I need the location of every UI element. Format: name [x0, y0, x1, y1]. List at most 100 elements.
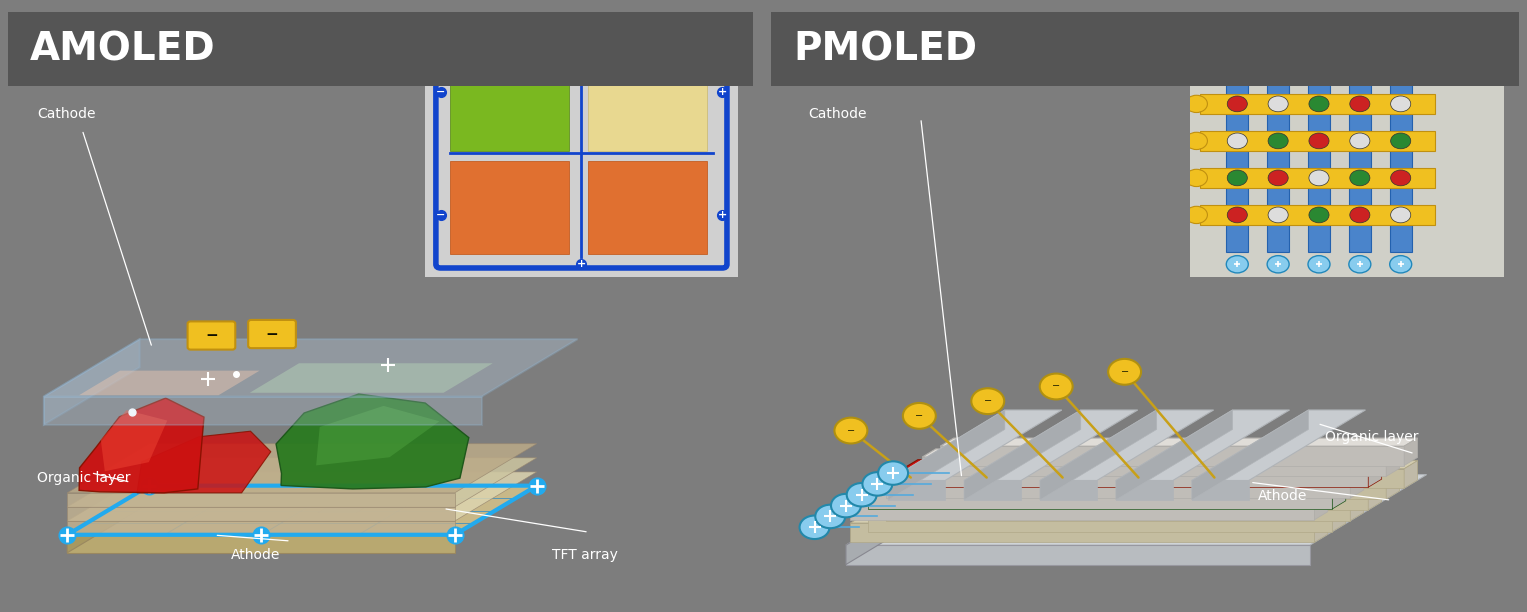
Polygon shape: [889, 480, 945, 500]
Circle shape: [971, 388, 1005, 414]
Polygon shape: [869, 490, 1332, 509]
Polygon shape: [851, 515, 1328, 523]
Text: −: −: [205, 328, 218, 343]
Polygon shape: [357, 496, 405, 501]
Polygon shape: [1332, 504, 1345, 532]
Polygon shape: [886, 493, 1364, 501]
Polygon shape: [67, 486, 536, 535]
Polygon shape: [922, 449, 1400, 457]
Polygon shape: [964, 480, 1022, 500]
Polygon shape: [1350, 493, 1364, 521]
Circle shape: [834, 417, 867, 444]
Polygon shape: [941, 438, 1417, 446]
FancyBboxPatch shape: [8, 12, 753, 86]
Polygon shape: [250, 364, 493, 393]
Polygon shape: [1368, 460, 1382, 487]
Polygon shape: [886, 501, 1350, 521]
Polygon shape: [941, 469, 1405, 488]
Polygon shape: [869, 512, 1332, 532]
Polygon shape: [67, 444, 536, 493]
Polygon shape: [1191, 410, 1365, 480]
Polygon shape: [1315, 492, 1328, 520]
FancyBboxPatch shape: [249, 320, 296, 348]
Polygon shape: [276, 394, 469, 489]
Polygon shape: [904, 490, 1368, 510]
Text: PMOLED: PMOLED: [794, 30, 977, 69]
Polygon shape: [67, 472, 536, 521]
Polygon shape: [1191, 480, 1249, 500]
Polygon shape: [365, 503, 411, 508]
Polygon shape: [1040, 410, 1214, 480]
Polygon shape: [889, 410, 1005, 500]
Text: Cathode: Cathode: [38, 107, 96, 121]
Polygon shape: [137, 431, 270, 493]
Polygon shape: [1116, 480, 1173, 500]
Polygon shape: [922, 457, 1387, 476]
Polygon shape: [1116, 410, 1232, 500]
Polygon shape: [904, 460, 1382, 468]
Circle shape: [846, 483, 876, 507]
Polygon shape: [67, 458, 536, 507]
Polygon shape: [922, 480, 1387, 499]
Text: −: −: [983, 396, 993, 406]
Polygon shape: [44, 339, 577, 397]
Circle shape: [902, 403, 936, 429]
Polygon shape: [101, 410, 168, 471]
Polygon shape: [904, 482, 1382, 490]
Polygon shape: [318, 508, 365, 513]
Polygon shape: [922, 471, 1400, 480]
Polygon shape: [964, 410, 1138, 480]
Polygon shape: [1191, 410, 1309, 500]
Text: TFT array: TFT array: [551, 548, 617, 562]
Polygon shape: [846, 475, 1426, 545]
Polygon shape: [1387, 471, 1400, 499]
Polygon shape: [851, 492, 1328, 501]
Polygon shape: [316, 406, 440, 465]
Polygon shape: [1368, 482, 1382, 510]
Polygon shape: [869, 504, 1345, 512]
Circle shape: [1040, 373, 1072, 400]
Circle shape: [878, 461, 909, 485]
Text: Organic layer: Organic layer: [1325, 430, 1419, 444]
Text: AMOLED: AMOLED: [31, 30, 215, 69]
Polygon shape: [846, 545, 1310, 564]
Text: −: −: [915, 411, 924, 421]
Polygon shape: [79, 398, 205, 493]
Polygon shape: [886, 479, 1350, 498]
Text: Athode: Athode: [1258, 489, 1307, 503]
Polygon shape: [1116, 410, 1289, 480]
Text: −: −: [1121, 367, 1128, 377]
Polygon shape: [1332, 482, 1345, 509]
Circle shape: [800, 515, 829, 539]
Text: Cathode: Cathode: [809, 107, 867, 121]
Polygon shape: [44, 397, 481, 425]
Circle shape: [1109, 359, 1141, 385]
Text: Organic layer: Organic layer: [38, 471, 131, 485]
Polygon shape: [889, 410, 1061, 480]
Polygon shape: [67, 486, 150, 553]
Polygon shape: [1405, 461, 1417, 488]
Text: −: −: [266, 327, 278, 341]
Text: Athode: Athode: [231, 548, 281, 562]
Polygon shape: [851, 501, 1315, 520]
Polygon shape: [1040, 480, 1096, 500]
Polygon shape: [67, 521, 455, 535]
Polygon shape: [67, 535, 455, 553]
Polygon shape: [941, 461, 1417, 469]
Polygon shape: [964, 410, 1081, 500]
Polygon shape: [1315, 515, 1328, 542]
Polygon shape: [1040, 410, 1156, 500]
Polygon shape: [79, 371, 260, 395]
Text: −: −: [847, 425, 855, 436]
Polygon shape: [44, 339, 139, 425]
FancyBboxPatch shape: [771, 12, 1519, 86]
Polygon shape: [904, 468, 1368, 487]
Text: −: −: [1052, 381, 1060, 392]
Polygon shape: [941, 446, 1405, 466]
Polygon shape: [1405, 438, 1417, 466]
Polygon shape: [851, 523, 1315, 542]
Circle shape: [815, 505, 846, 528]
Polygon shape: [67, 507, 455, 521]
Polygon shape: [67, 493, 455, 507]
FancyBboxPatch shape: [188, 321, 235, 349]
